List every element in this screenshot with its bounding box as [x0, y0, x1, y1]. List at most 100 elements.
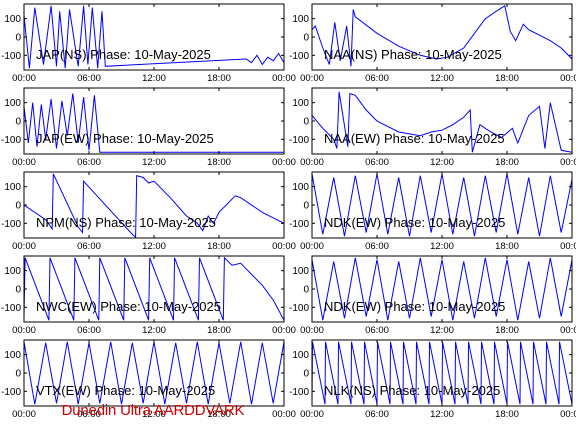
phase-trace-2-1: [312, 4, 572, 67]
x-tick-label: 00:00: [272, 73, 296, 84]
y-tick-label: 100: [292, 182, 309, 193]
x-tick-label: 00:00: [560, 241, 576, 252]
y-tick-label: 0: [303, 117, 309, 128]
x-tick-label: 00:00: [300, 409, 324, 420]
x-tick-label: 00:00: [300, 157, 324, 168]
x-tick-label: 06:00: [365, 241, 389, 252]
x-tick-label: 06:00: [365, 325, 389, 336]
panel-title: JAP(EW) Phase: 10-May-2025: [36, 131, 214, 146]
x-tick-label: 00:00: [272, 241, 296, 252]
panel-8: 1000-10000:0006:0012:0018:0000:00NDK(EW)…: [289, 255, 576, 336]
phase-trace-3-1: [24, 93, 284, 153]
panel-title: NDK(EW) Phase: 10-May-2025: [324, 215, 505, 230]
x-tick-label: 18:00: [207, 157, 231, 168]
y-tick-label: -100: [289, 387, 309, 398]
x-tick-label: 18:00: [207, 409, 231, 420]
y-tick-label: -100: [1, 219, 21, 230]
y-tick-label: -100: [289, 135, 309, 146]
y-tick-label: 100: [292, 350, 309, 361]
x-tick-label: 06:00: [77, 241, 101, 252]
panel-title: VTX(EW) Phase: 10-May-2025: [36, 383, 215, 398]
panel-6: 1000-10000:0006:0012:0018:0000:00NDK(EW)…: [289, 171, 576, 252]
y-tick-label: 0: [303, 33, 309, 44]
panel-2: 1000-10000:0006:0012:0018:0000:00NAA(NS)…: [289, 3, 576, 84]
x-tick-label: 06:00: [77, 73, 101, 84]
panel-title: NLK(NS) Phase: 10-May-2025: [324, 383, 500, 398]
x-tick-label: 00:00: [12, 241, 36, 252]
x-tick-label: 18:00: [207, 73, 231, 84]
x-tick-label: 00:00: [300, 73, 324, 84]
y-tick-label: 0: [303, 369, 309, 380]
x-tick-label: 12:00: [430, 157, 454, 168]
panel-title: NAA(EW) Phase: 10-May-2025: [324, 131, 505, 146]
panel-4: 1000-10000:0006:0012:0018:0000:00NAA(EW)…: [289, 87, 576, 168]
x-tick-label: 18:00: [495, 325, 519, 336]
x-tick-label: 06:00: [77, 157, 101, 168]
x-tick-label: 00:00: [12, 325, 36, 336]
phase-trace-1-1: [24, 5, 284, 69]
x-tick-label: 00:00: [272, 409, 296, 420]
y-tick-label: 0: [15, 201, 21, 212]
x-tick-label: 12:00: [142, 73, 166, 84]
x-tick-label: 00:00: [560, 73, 576, 84]
x-tick-label: 18:00: [207, 325, 231, 336]
y-tick-label: -100: [1, 387, 21, 398]
x-tick-label: 18:00: [495, 241, 519, 252]
x-tick-label: 06:00: [77, 325, 101, 336]
panel-title: NPM(NS) Phase: 10-May-2025: [36, 215, 216, 230]
x-tick-label: 00:00: [560, 409, 576, 420]
y-tick-label: 0: [303, 285, 309, 296]
panel-title: JAP(NS) Phase: 10-May-2025: [36, 47, 211, 62]
y-tick-label: 0: [15, 33, 21, 44]
panel-title: NDK(EW) Phase: 10-May-2025: [324, 299, 505, 314]
y-tick-label: 100: [292, 266, 309, 277]
x-tick-label: 12:00: [430, 73, 454, 84]
x-tick-label: 00:00: [272, 157, 296, 168]
y-tick-label: 0: [15, 285, 21, 296]
x-tick-label: 12:00: [142, 157, 166, 168]
x-tick-label: 06:00: [365, 409, 389, 420]
x-tick-label: 00:00: [560, 325, 576, 336]
y-tick-label: 100: [4, 14, 21, 25]
x-tick-label: 18:00: [207, 241, 231, 252]
x-tick-label: 12:00: [430, 241, 454, 252]
x-tick-label: 00:00: [300, 241, 324, 252]
y-tick-label: -100: [289, 303, 309, 314]
x-tick-label: 00:00: [560, 157, 576, 168]
y-tick-label: -100: [289, 219, 309, 230]
y-tick-label: 100: [4, 98, 21, 109]
credit-text: Dunedin Ultra AARDDVARK: [61, 402, 245, 419]
y-tick-label: 100: [292, 98, 309, 109]
x-tick-label: 00:00: [272, 325, 296, 336]
y-tick-label: -100: [1, 135, 21, 146]
panel-title: NAA(NS) Phase: 10-May-2025: [324, 47, 502, 62]
y-tick-label: 100: [292, 14, 309, 25]
y-tick-label: 100: [4, 266, 21, 277]
panel-10: 1000-10000:0006:0012:0018:0000:00NLK(NS)…: [289, 339, 576, 420]
phase-trace-7-1: [24, 256, 284, 321]
x-tick-label: 06:00: [77, 409, 101, 420]
x-tick-label: 00:00: [12, 157, 36, 168]
x-tick-label: 00:00: [300, 325, 324, 336]
phase-trace-8-1: [312, 257, 572, 321]
y-tick-label: -100: [1, 51, 21, 62]
x-tick-label: 12:00: [142, 409, 166, 420]
x-tick-label: 06:00: [365, 73, 389, 84]
x-tick-label: 00:00: [12, 73, 36, 84]
y-tick-label: -100: [289, 51, 309, 62]
y-tick-label: 0: [303, 201, 309, 212]
phase-trace-5-1: [24, 173, 284, 238]
x-tick-label: 12:00: [142, 241, 166, 252]
x-tick-label: 06:00: [365, 157, 389, 168]
x-tick-label: 18:00: [495, 157, 519, 168]
y-tick-label: 0: [15, 117, 21, 128]
y-tick-label: -100: [1, 303, 21, 314]
x-tick-label: 12:00: [430, 409, 454, 420]
y-tick-label: 100: [4, 350, 21, 361]
x-tick-label: 18:00: [495, 409, 519, 420]
